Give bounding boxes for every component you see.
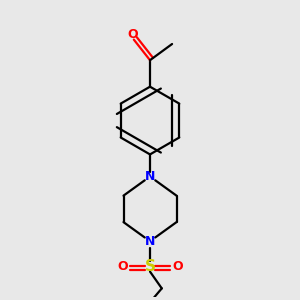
Text: O: O bbox=[117, 260, 128, 273]
Text: N: N bbox=[145, 235, 155, 248]
Text: O: O bbox=[172, 260, 183, 273]
Text: S: S bbox=[145, 259, 155, 274]
Text: O: O bbox=[127, 28, 138, 41]
Text: N: N bbox=[145, 170, 155, 183]
